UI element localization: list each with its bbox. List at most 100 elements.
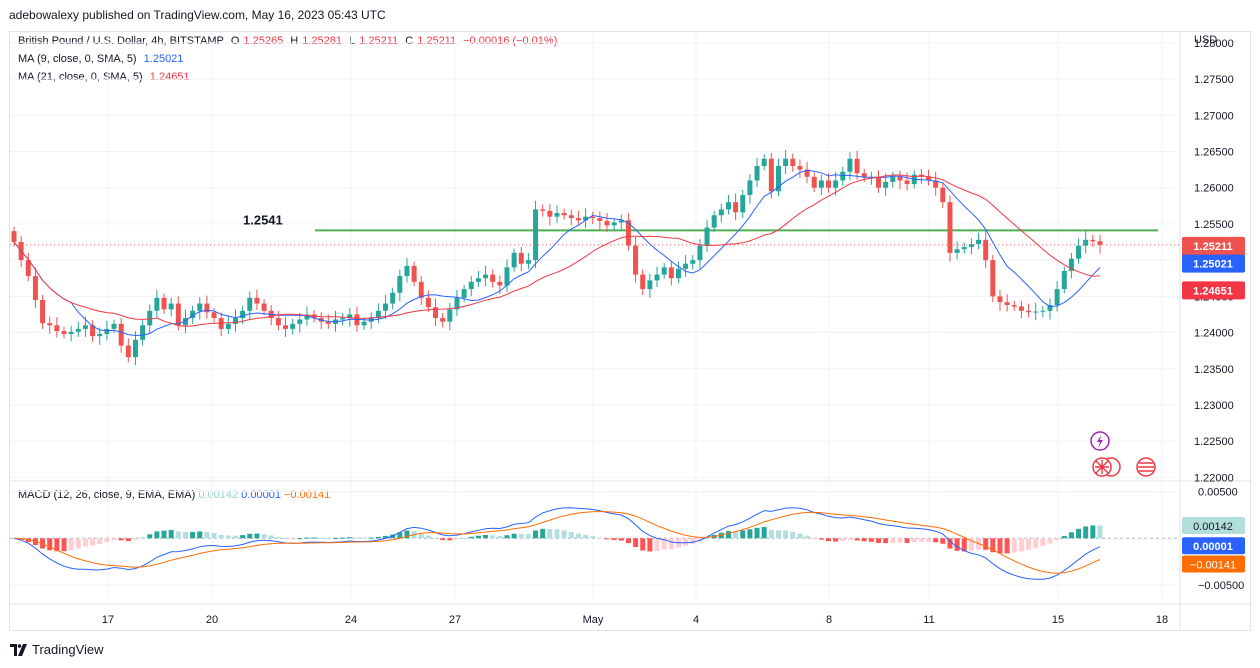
candle-body (1097, 241, 1103, 245)
price-tick-label: 1.28000 (1194, 38, 1234, 50)
macd-histogram-bar (25, 538, 31, 542)
candle-body (883, 181, 889, 188)
moving-averages (13, 169, 1101, 337)
macd-histogram-bar (404, 530, 410, 539)
candle-body (90, 325, 96, 337)
macd-histogram-bar (876, 538, 882, 543)
macd-histogram-bar (197, 531, 203, 539)
macd-tick-label: 0.00500 (1198, 487, 1238, 499)
macd-histogram-bar (633, 538, 639, 548)
macd-histogram-bar (1083, 526, 1089, 539)
publisher-line: adebowalexy published on TradingView.com… (9, 8, 386, 22)
candle-body (40, 299, 46, 324)
candle-body (797, 165, 803, 170)
macd-histogram-bar (1004, 538, 1010, 554)
macd-histogram-bar (954, 538, 960, 551)
candle-body (254, 297, 260, 304)
candle-body (468, 281, 474, 290)
macd-histogram-bar (540, 528, 546, 539)
candle-body (1068, 258, 1074, 271)
macd-histogram-bar (75, 538, 81, 549)
candle-body (647, 280, 653, 290)
macd-tick-label: −0.00500 (1198, 580, 1244, 592)
candle-body (47, 323, 53, 326)
macd-histogram-bar (997, 538, 1003, 554)
lightning-icon (1097, 435, 1103, 448)
macd-histogram-bar (854, 538, 860, 541)
macd-histogram-bar (118, 538, 124, 541)
macd-histogram-bar (554, 529, 560, 539)
candle-body (518, 252, 524, 264)
candles (11, 150, 1103, 366)
us-stripes-icon (1138, 462, 1154, 472)
candle-body (497, 281, 503, 286)
macd-histogram-bar (240, 535, 246, 539)
tradingview-footer[interactable]: TradingView (10, 642, 104, 657)
macd-hist-tag-text: 0.00142 (1193, 521, 1233, 533)
macd-histogram-bar (683, 538, 689, 546)
candle-body (433, 307, 439, 319)
macd-histogram-bar (154, 531, 160, 539)
macd-histogram-bar (504, 535, 510, 539)
currency-label: USD (1194, 34, 1218, 46)
macd-histogram-bar (775, 530, 781, 539)
candle-body (747, 180, 753, 195)
candle-body (68, 331, 74, 334)
macd-histogram-bar (868, 538, 874, 542)
candle-body (625, 220, 631, 246)
candle-body (240, 310, 246, 319)
candle-body (197, 303, 203, 311)
macd-histogram-bar (733, 531, 739, 539)
candle-body (118, 323, 124, 346)
macd-signal-tag (1182, 555, 1245, 573)
macd-histogram-bar (611, 538, 617, 541)
macd-histogram-bar (618, 538, 624, 541)
symbol-legend[interactable]: British Pound / U.S. Dollar, 4h, BITSTAM… (18, 35, 565, 47)
macd-histogram-bar (132, 538, 138, 540)
candle-body (683, 263, 689, 269)
macd-histogram-bar (1097, 525, 1103, 539)
candle-body (75, 328, 81, 332)
candle-body (1018, 306, 1024, 311)
candle-body (175, 303, 181, 326)
candle-body (547, 210, 553, 217)
candle-body (611, 222, 617, 226)
candle-body (968, 244, 974, 248)
macd-histogram-bar (911, 538, 917, 543)
macd-histogram-bar (1011, 538, 1017, 553)
candle-body (947, 202, 953, 253)
candle-body (140, 325, 146, 340)
macd-histogram-bar (147, 534, 153, 539)
candle-body (804, 169, 810, 177)
macd-histogram-bar (454, 538, 460, 540)
macd-histogram-bar (425, 535, 431, 539)
macd-histogram-bar (190, 531, 196, 539)
macd-histogram-bar (826, 538, 831, 542)
ma9-legend[interactable]: MA (9, close, 0, SMA, 5) 1.25021 (18, 53, 187, 65)
macd-histogram-bar (204, 532, 210, 539)
candle-body (597, 218, 603, 222)
candle-body (540, 209, 546, 211)
candle-body (811, 176, 817, 188)
ma21-legend[interactable]: MA (21, close, 0, SMA, 5) 1.24651 (18, 71, 194, 83)
macd-histogram-bar (961, 538, 967, 552)
macd-histogram-bar (125, 538, 131, 542)
candle-body (675, 268, 681, 279)
macd-histogram-bar (833, 538, 839, 542)
macd-histogram-bar (761, 527, 767, 539)
last-price-tag-text: 1.25211 (1193, 241, 1232, 253)
macd-histogram-bar (383, 535, 389, 539)
candle-body (976, 239, 982, 245)
price-tick-label: 1.27000 (1194, 110, 1234, 122)
candle-body (990, 260, 996, 297)
candle-body (483, 274, 489, 279)
event-icons (1090, 431, 1156, 477)
macd-histogram-bar (561, 530, 567, 539)
candle-body (225, 323, 231, 329)
candle-body (525, 260, 531, 264)
candle-body (290, 323, 296, 329)
candle-body (961, 247, 967, 250)
candle-body (283, 325, 288, 329)
candle-body (97, 333, 103, 337)
